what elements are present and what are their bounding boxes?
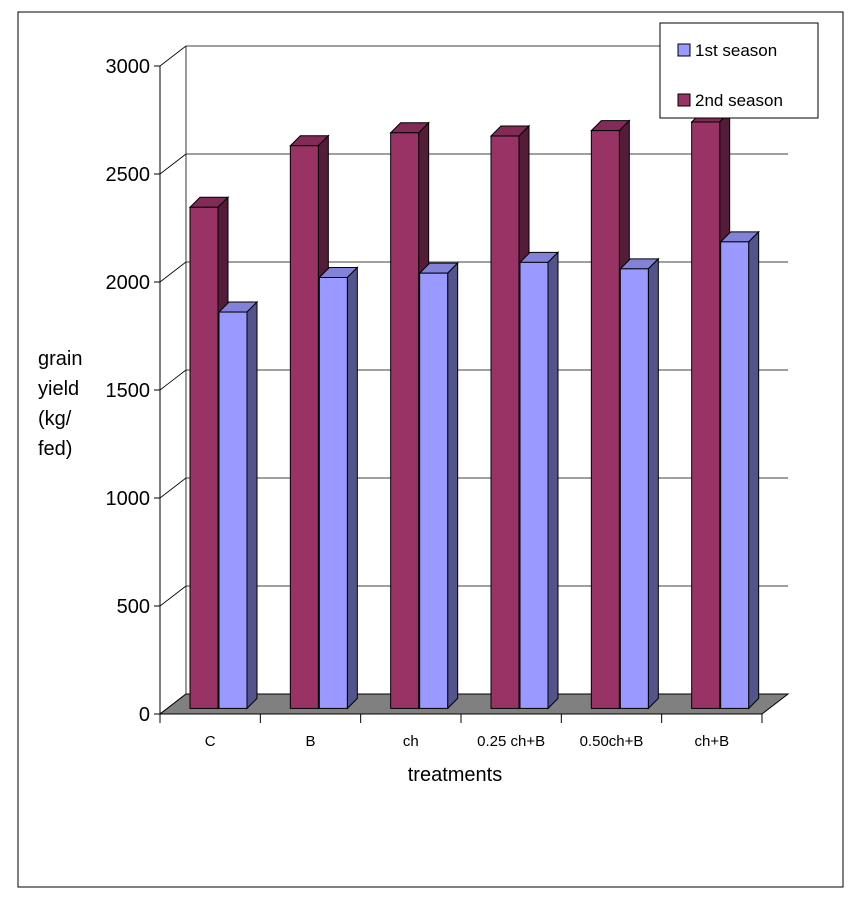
bar-first-season <box>619 257 660 710</box>
bar-first-season <box>418 261 459 710</box>
legend-label: 1st season <box>695 41 777 60</box>
bar-front <box>590 130 620 709</box>
y-axis-label: grain yield (kg/fed) <box>38 348 82 460</box>
legend-swatch <box>677 43 691 57</box>
legend-label: 2nd season <box>695 91 783 110</box>
x-tick-label: 0.25 ch+B <box>477 733 545 750</box>
bar-front <box>289 145 319 709</box>
y-tick-label: 1000 <box>106 488 151 510</box>
bar-side <box>447 261 459 710</box>
bar-front <box>490 135 520 709</box>
bar-first-season <box>719 230 760 710</box>
x-tick-label: B <box>305 733 315 750</box>
y-axis-label-line: (kg/ <box>38 408 72 430</box>
bar-group <box>188 110 760 710</box>
gridline-side <box>159 45 187 67</box>
y-tick-label: 3000 <box>106 56 151 78</box>
bar-front <box>318 276 348 709</box>
bar-front <box>218 311 248 709</box>
bar-front <box>691 121 721 709</box>
bar-front <box>189 206 219 709</box>
x-tick-label: 0.50ch+B <box>580 733 644 750</box>
x-tick-label: ch+B <box>695 733 730 750</box>
gridline-side <box>159 369 187 391</box>
y-axis-label-line: yield <box>38 378 79 400</box>
bar-front <box>419 272 449 709</box>
bar-first-season <box>217 300 259 710</box>
legend: 1st season 2nd season <box>659 22 819 119</box>
y-tick-label: 1500 <box>106 380 151 402</box>
gridline-side <box>159 153 187 175</box>
gridline-side <box>159 477 187 499</box>
bar-first-season <box>318 266 359 710</box>
bar-side <box>647 257 659 710</box>
bar-front <box>720 241 750 709</box>
x-axis-label: treatments <box>408 764 502 786</box>
y-axis: 0 500 1000 1500 2000 2500 3000 <box>106 56 161 726</box>
bar-front <box>519 261 549 709</box>
y-tick-label: 0 <box>139 704 150 726</box>
bar-first-season <box>518 251 560 710</box>
bar-side <box>547 251 559 710</box>
y-tick-label: 500 <box>117 596 150 618</box>
bar-side <box>748 230 760 710</box>
gridline-side <box>159 261 187 283</box>
bar-front <box>390 132 420 709</box>
x-tick-label: ch <box>403 733 419 750</box>
bar-side <box>346 266 358 710</box>
y-axis-label-line: fed) <box>38 438 72 460</box>
gridline-side <box>159 585 187 607</box>
y-tick-label: 2000 <box>106 272 151 294</box>
x-tick-label: C <box>205 733 216 750</box>
y-tick-label: 2500 <box>106 164 151 186</box>
y-axis-label-line: grain <box>38 348 82 370</box>
legend-swatch <box>677 93 691 107</box>
bar-front <box>619 268 649 709</box>
bar-side <box>246 300 258 710</box>
